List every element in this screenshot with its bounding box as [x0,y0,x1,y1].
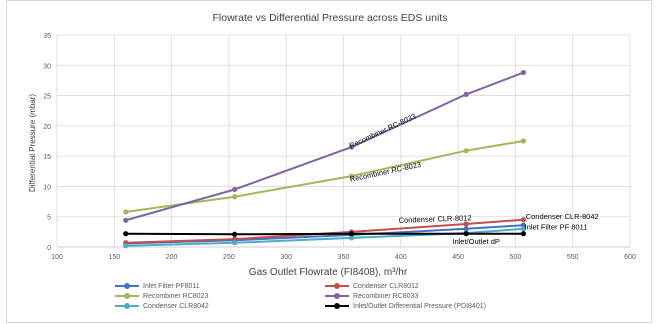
data-point [520,69,527,76]
x-tick-label: 500 [510,254,522,261]
legend-swatch [115,292,139,300]
annotation-label: Condenser CLR-8012 [398,213,471,225]
data-point [463,148,469,154]
legend-item: Recombiner RC8033 [325,292,418,300]
x-tick-label: 400 [395,254,407,261]
data-point [348,173,355,179]
flowrate-chart: Flowrate vs Differential Pressure across… [28,12,636,278]
legend-swatch [325,282,349,290]
legend-swatch [115,282,139,290]
x-tick-label: 100 [51,254,63,261]
data-point [463,226,469,232]
legend-item: Inlet Filter PF8011 [115,282,200,290]
legend-item: Inlet/Outlet Differential Pressure (PDI8… [325,302,486,310]
data-point [348,235,355,241]
data-point [463,231,469,237]
y-tick-label: 15 [43,154,51,161]
y-tick-label: 0 [47,245,51,252]
chart-title: Flowrate vs Differential Pressure across… [213,12,448,24]
data-point [348,231,355,237]
x-tick-label: 300 [280,254,292,261]
data-point [232,231,238,237]
gridlines [56,34,631,248]
legend-swatch-marker [334,293,340,299]
annotation-label: Recombiner RC-8023 [349,160,422,184]
x-tick-label: 600 [624,254,636,261]
legend-swatch-marker [334,283,340,289]
data-point [123,217,129,223]
legend-label: Inlet/Outlet Differential Pressure (PDI8… [353,302,486,310]
annotation-label: Inlet Filter PF 8011 [525,222,588,231]
legend-label: Condenser CLR8012 [353,282,419,290]
data-point [232,240,238,246]
y-tick-label: 20 [43,124,51,131]
legend-swatch-marker [334,303,340,309]
legend-swatch [325,302,349,310]
legend-item: Condenser CLR8042 [115,302,209,310]
legend-swatch-marker [124,303,130,309]
x-tick-label: 200 [166,254,178,261]
data-point [232,186,238,193]
y-tick-label: 35 [43,33,51,40]
y-axis-label: Differential Pressure (mbar) [28,94,37,192]
data-point [520,231,527,237]
y-tick-label: 10 [43,184,51,191]
data-point [123,209,129,215]
y-tick-label: 30 [43,63,51,70]
data-point [520,226,527,232]
y-tick-label: 25 [43,94,51,101]
legend-label: Recombiner RC8023 [143,292,209,300]
legend-swatch-marker [124,293,130,299]
data-point [463,91,469,97]
legend-swatch [115,302,139,310]
data-point [520,222,527,228]
data-point [520,138,527,144]
y-tick-label: 5 [47,215,51,222]
x-axis-label: Gas Outlet Flowrate (FI8408), m³/hr [249,267,408,278]
data-point [123,243,129,249]
legend-swatch-marker [124,283,130,289]
legend-label: Inlet Filter PF8011 [143,282,200,290]
x-tick-label: 150 [108,254,120,261]
x-tick-label: 350 [338,254,350,261]
data-point [463,221,469,227]
annotation-label: Condenser CLR-8042 [526,212,599,221]
x-tick-label: 550 [567,254,579,261]
legend-label: Condenser CLR8042 [143,302,209,310]
series-group [123,69,527,249]
legend-swatch [325,292,349,300]
annotation-label: Recombiner RC-8033 [348,111,418,150]
x-tick-label: 450 [452,254,464,261]
data-point [123,231,129,237]
axis-ticks: 0 5 10 15 20 25 30 35 100 150 200 250 300 350 400 450 50… [43,33,636,261]
data-point [232,194,238,200]
chart-frame: Flowrate vs Differential Pressure across… [6,0,652,323]
legend-item: Condenser CLR8012 [325,282,419,290]
legend-label: Recombiner RC8033 [353,292,419,300]
data-point [348,144,355,150]
data-point [520,217,527,223]
annotations: Recombiner RC-8033 Recombiner RC-8023 Cond… [348,111,599,246]
legend-item: Recombiner RC8023 [115,292,208,300]
annotation-label: Inlet/Outlet dP [452,237,500,246]
x-tick-label: 250 [223,254,235,261]
data-point [232,236,238,242]
